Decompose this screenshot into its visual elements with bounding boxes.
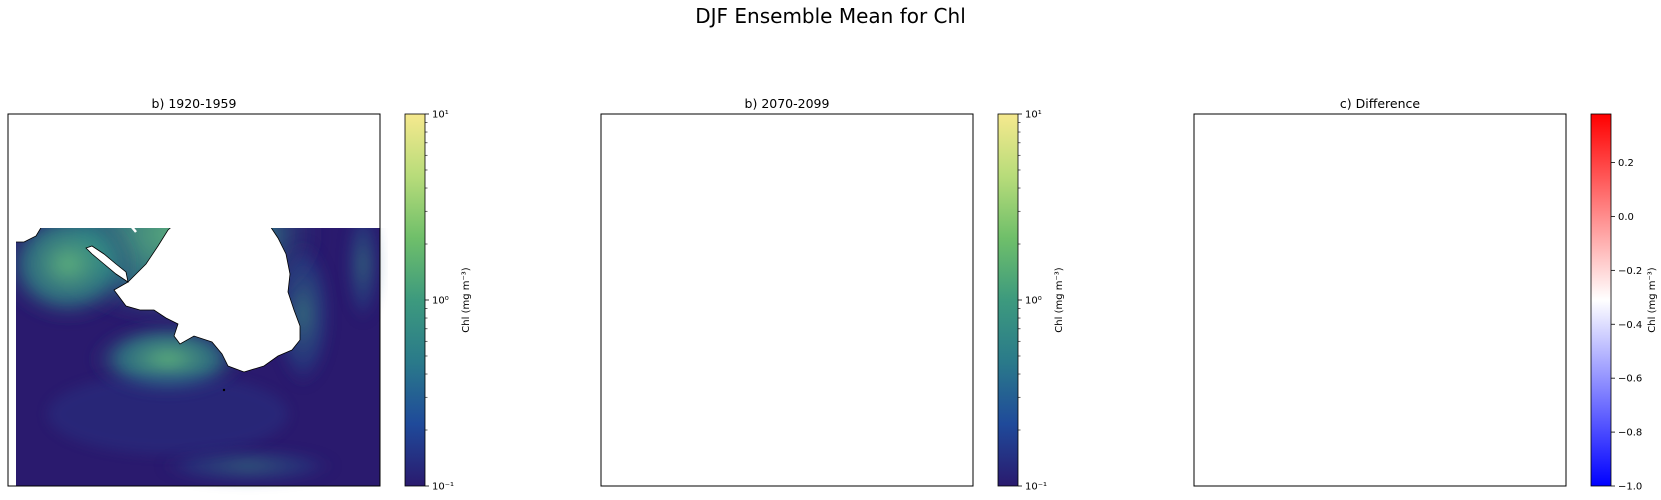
diff-red-south — [1444, 439, 1544, 459]
map-panel-3: c) Difference 0.2 0.0 −0.2 −0.4 −0.6 −0.8 −1.0 C… — [1193, 96, 1658, 493]
colorbar-tick-label: 0.2 — [1618, 158, 1634, 169]
colorbar-tick-label: −0.8 — [1618, 428, 1642, 439]
island-marker — [1409, 389, 1411, 391]
colorbar-tick-label: 10⁻¹ — [432, 482, 454, 493]
chl-halo — [48, 374, 288, 454]
chl-edge-east — [345, 228, 381, 324]
diff-faint-blue — [1234, 134, 1554, 454]
map-frame-3 — [1193, 113, 1567, 487]
antarctica-landmass — [707, 204, 893, 372]
chl-shelf-east — [866, 239, 926, 389]
panel-title-3: c) Difference — [1340, 96, 1420, 111]
antarctic-peninsula — [679, 246, 721, 282]
diff-red-west — [1256, 224, 1292, 304]
colorbar-tick-label: 10⁰ — [1025, 296, 1042, 307]
colorbar-tick-label: 10¹ — [432, 110, 449, 121]
colorbar-tick-label: −0.2 — [1618, 266, 1642, 277]
colorbar-2 — [997, 113, 1019, 487]
diff-red-east — [1527, 309, 1571, 419]
map-field-3 — [1194, 102, 1571, 486]
map-frame-2 — [600, 113, 974, 487]
island-marker — [92, 162, 95, 165]
south-america-tip — [601, 214, 635, 242]
diff-blue-east — [1470, 269, 1498, 329]
colorbar-tick-label: 0.0 — [1618, 212, 1634, 223]
chl-band-south — [158, 448, 338, 484]
diff-red-north — [1264, 104, 1424, 154]
colorbar-label-1: Chl (mg m⁻³) — [461, 267, 472, 332]
antarctic-peninsula — [1272, 246, 1314, 282]
chl-edge-east — [938, 204, 974, 324]
missing-data-streak — [1224, 114, 1299, 209]
map-panel-2: b) 2070-2099 10¹ 10⁰ 10⁻¹ Chl (mg m⁻³) — [591, 96, 1065, 493]
colorbar-tick-label: 10⁻¹ — [1025, 482, 1047, 493]
chl-shelf-ross — [681, 321, 841, 397]
south-america-tip — [16, 228, 42, 243]
colorbar-tick-label: −0.4 — [1618, 320, 1642, 331]
diff-blue-west — [1275, 214, 1303, 254]
antarctica-landmass — [1300, 204, 1486, 372]
colorbar-label-3: Chl (mg m⁻³) — [1647, 267, 1658, 332]
island-marker — [354, 222, 358, 226]
colorbar-tick-label: −1.0 — [1618, 482, 1642, 493]
antarctica-landmass — [113, 228, 301, 373]
island-marker — [1278, 162, 1281, 165]
map-field-2 — [591, 114, 974, 486]
chl-plume-west — [16, 228, 138, 324]
missing-data-streak — [131, 228, 137, 233]
diff-red-plume — [1203, 102, 1384, 246]
island-marker — [222, 388, 226, 392]
ocean-background — [601, 114, 973, 486]
colorbar-tick-label: 10¹ — [1025, 110, 1042, 121]
colorbar-1 — [404, 113, 426, 487]
map-field-1 — [16, 162, 381, 486]
antarctic-peninsula — [85, 245, 129, 283]
chl-plume-north-west — [621, 139, 921, 329]
diff-background — [1194, 114, 1566, 486]
missing-data-streak — [631, 114, 729, 232]
colorbar-tick-label: 10⁰ — [432, 296, 449, 307]
colorbar-label-2: Chl (mg m⁻³) — [1054, 267, 1065, 332]
map-frame-1 — [7, 113, 381, 487]
island-marker — [816, 389, 818, 391]
colorbar-tick-label: −0.6 — [1618, 374, 1642, 385]
chl-band-south — [751, 448, 931, 484]
island-marker — [1540, 222, 1544, 226]
chl-halo — [641, 374, 881, 454]
map-panel-1: b) 1920-1959 10¹ 10⁰ 10⁻¹ Chl (mg m⁻³) — [7, 96, 472, 493]
chl-plume-west — [591, 204, 731, 324]
south-america-tip — [1194, 214, 1228, 242]
figure-title: DJF Ensemble Mean for Chl — [695, 4, 966, 28]
colorbar-3 — [1590, 113, 1612, 487]
panel-title-2: b) 2070-2099 — [745, 96, 830, 111]
panel-title-1: b) 1920-1959 — [152, 96, 237, 111]
island-marker — [685, 162, 688, 165]
island-marker — [947, 222, 951, 226]
diff-blue-ross — [1324, 352, 1404, 376]
